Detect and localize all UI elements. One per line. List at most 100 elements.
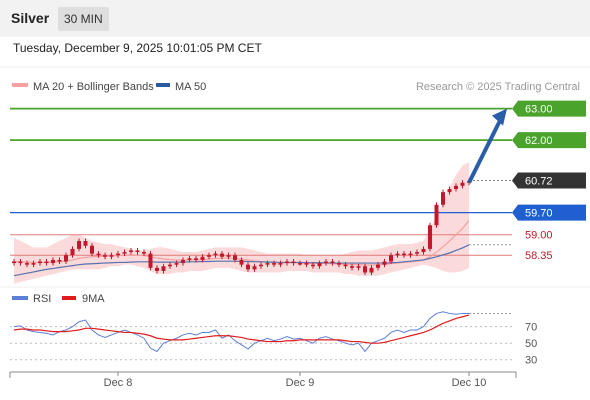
candle-body <box>285 261 289 264</box>
candle-body <box>278 263 283 265</box>
candle-body <box>25 263 29 265</box>
pivot-label-tag-3 <box>512 204 586 221</box>
candle-body <box>90 245 94 254</box>
candle-body <box>421 248 426 253</box>
candle-body <box>434 204 439 226</box>
bollinger-band <box>14 162 469 284</box>
candle-body <box>18 261 23 264</box>
candle-body <box>304 263 309 265</box>
candle-body <box>200 256 205 260</box>
rsi-legend-swatch <box>12 296 28 300</box>
candle-body <box>460 182 465 186</box>
candle-body <box>356 266 361 268</box>
candle-body <box>187 258 192 260</box>
candle-body <box>226 255 231 257</box>
resistance-label-tag-0 <box>512 100 586 117</box>
candle-body <box>363 266 367 273</box>
ma50-legend-label: MA 50 <box>175 81 206 93</box>
rsi-tick-70: 70 <box>525 322 537 334</box>
candle-body <box>337 263 341 265</box>
current-label-tag-2 <box>512 172 586 189</box>
ma20-legend-swatch <box>12 83 28 87</box>
pivot-label-3: 59.70 <box>525 208 553 220</box>
candle-body <box>330 261 335 264</box>
candle-body <box>317 263 322 267</box>
support-label-5: 58.35 <box>525 250 553 262</box>
rsi-ma-line <box>13 314 470 344</box>
timestamp: Tuesday, December 9, 2025 10:01:05 PM CE… <box>13 41 262 55</box>
x-tick-label: Dec 10 <box>452 377 487 389</box>
candle-body <box>70 248 75 256</box>
candle-body <box>77 241 81 249</box>
candle-body <box>441 192 445 205</box>
candle-body <box>174 263 179 265</box>
candle-body <box>122 252 127 254</box>
candle-body <box>220 253 224 257</box>
candle-body <box>408 253 413 256</box>
candle-body <box>148 253 153 268</box>
candle-body <box>265 263 270 265</box>
candle-body <box>168 264 172 267</box>
candle-body <box>428 225 432 249</box>
rsi-legend-label: RSI <box>33 293 51 305</box>
candle-body <box>155 267 159 271</box>
candle-body <box>129 250 133 253</box>
candle-body <box>291 261 296 264</box>
forecast-arrow-head <box>492 108 507 126</box>
chart-header: Silver 30 MIN <box>0 0 590 37</box>
candle-body <box>402 253 406 256</box>
candle-body <box>135 250 140 253</box>
candle-body <box>207 255 211 257</box>
resistance-label-1: 62.00 <box>525 135 553 147</box>
candle-body <box>389 255 393 262</box>
candle-body <box>44 261 49 264</box>
candle-body <box>272 263 276 265</box>
resistance-label-tag-1 <box>512 132 586 149</box>
candle-body <box>311 264 315 267</box>
candle-body <box>64 255 68 262</box>
instrument-title: Silver <box>11 10 50 26</box>
candle-body <box>51 259 55 264</box>
candle-body <box>324 261 328 264</box>
x-tick-label: Dec 8 <box>104 377 133 389</box>
ma50-legend-swatch <box>156 83 170 87</box>
candle-body <box>298 263 302 265</box>
candle-body <box>116 253 120 256</box>
candle-body <box>38 261 42 264</box>
candle-body <box>343 264 348 267</box>
candle-body <box>259 264 263 267</box>
forecast-arrow-shaft <box>467 117 503 184</box>
rsi-ma-legend-swatch <box>62 296 76 300</box>
candle-body <box>96 253 101 256</box>
support-label-4: 59.00 <box>525 230 553 242</box>
candle-body <box>447 189 452 193</box>
candle-body <box>31 263 36 265</box>
candle-body <box>57 259 62 262</box>
candle-body <box>109 255 114 257</box>
candle-body <box>376 264 380 268</box>
candle-body <box>233 255 237 260</box>
candle-body <box>415 252 419 254</box>
candle-body <box>12 261 16 264</box>
candle-body <box>181 259 185 264</box>
candle-body <box>103 255 107 257</box>
rsi-ma-legend-label: 9MA <box>82 293 105 305</box>
x-tick-label: Dec 9 <box>286 377 315 389</box>
candle-body <box>382 261 387 265</box>
candle-body <box>83 241 88 246</box>
candle-body <box>246 264 250 270</box>
candle-body <box>194 258 198 260</box>
candle-body <box>161 266 166 271</box>
candle-body <box>142 252 146 254</box>
candle-body <box>213 253 218 256</box>
rsi-tick-30: 30 <box>525 355 537 367</box>
candle-body <box>454 185 458 189</box>
candle-body <box>252 266 257 270</box>
candle-body <box>395 253 400 256</box>
current-label-2: 60.72 <box>525 175 553 187</box>
interval-selector[interactable]: 30 MIN <box>58 7 109 31</box>
rsi-tick-50: 50 <box>525 338 537 350</box>
rsi-line <box>13 311 469 353</box>
source-credit: Research © 2025 Trading Central <box>416 81 580 93</box>
